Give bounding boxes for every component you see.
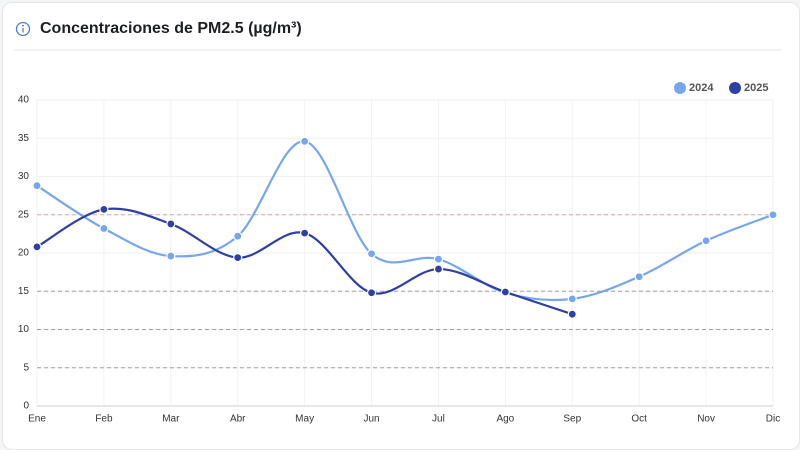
x-tick-label: Ago bbox=[496, 414, 514, 425]
data-point bbox=[99, 204, 109, 214]
legend-swatch bbox=[729, 82, 741, 94]
data-point bbox=[634, 272, 644, 282]
data-point bbox=[300, 228, 310, 238]
data-point bbox=[768, 210, 778, 220]
legend-label: 2024 bbox=[689, 82, 714, 94]
x-tick-label: Abr bbox=[230, 414, 246, 425]
data-point bbox=[32, 181, 42, 191]
y-tick-label: 0 bbox=[23, 401, 29, 412]
x-tick-label: May bbox=[295, 414, 314, 425]
data-point bbox=[300, 136, 310, 146]
y-tick-label: 40 bbox=[18, 95, 30, 106]
data-point bbox=[233, 252, 243, 263]
data-point bbox=[433, 254, 444, 264]
x-tick-label: Feb bbox=[95, 414, 113, 425]
y-tick-label: 35 bbox=[18, 133, 30, 144]
data-point bbox=[500, 287, 510, 297]
x-tick-label: Oct bbox=[631, 414, 647, 425]
data-point bbox=[567, 294, 577, 304]
x-tick-label: Mar bbox=[162, 414, 180, 425]
y-tick-label: 15 bbox=[18, 286, 30, 297]
data-point bbox=[366, 288, 377, 298]
x-tick-label: Jul bbox=[432, 414, 445, 425]
data-point bbox=[433, 264, 444, 274]
x-tick-label: Dic bbox=[766, 414, 780, 425]
chart-title: Concentraciones de PM2.5 (µg/m³) bbox=[40, 20, 302, 37]
data-point bbox=[233, 231, 243, 241]
x-tick-label: Jun bbox=[363, 414, 379, 425]
y-tick-label: 30 bbox=[18, 171, 30, 182]
y-tick-label: 5 bbox=[23, 362, 29, 373]
info-icon-dot bbox=[22, 24, 24, 27]
y-tick-label: 10 bbox=[18, 324, 30, 335]
data-point bbox=[567, 309, 577, 319]
y-tick-label: 20 bbox=[18, 248, 30, 259]
info-icon bbox=[15, 21, 31, 37]
series-line bbox=[36, 140, 774, 302]
data-point bbox=[701, 236, 711, 246]
x-tick-label: Ene bbox=[28, 414, 46, 425]
y-tick-label: 25 bbox=[18, 209, 30, 220]
legend-label: 2025 bbox=[744, 82, 768, 94]
data-point bbox=[166, 219, 176, 229]
data-point bbox=[32, 242, 42, 252]
legend-swatch bbox=[674, 82, 686, 94]
x-tick-label: Nov bbox=[697, 414, 715, 425]
data-point bbox=[99, 223, 109, 234]
x-tick-label: Sep bbox=[563, 414, 581, 425]
data-point bbox=[366, 249, 377, 259]
data-point bbox=[166, 251, 176, 261]
